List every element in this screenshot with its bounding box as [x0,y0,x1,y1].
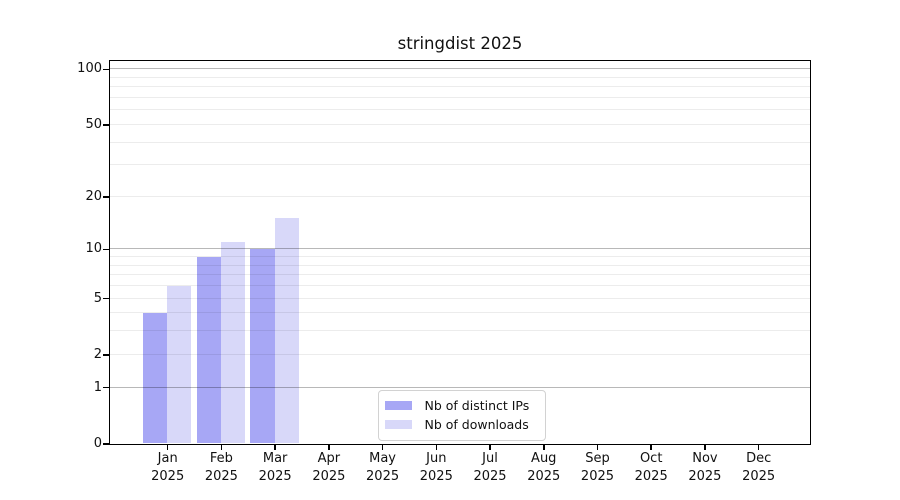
x-tick-mark [543,444,545,450]
y-tick-label: 5 [93,290,102,306]
x-tick-label: Apr 2025 [312,451,346,484]
bar-nb-of-downloads [167,285,192,444]
x-tick-label: Jun 2025 [419,451,453,484]
y-tick-label: 1 [93,379,102,395]
grid-line-major [109,68,810,70]
legend-label-distinct-ips: Nb of distinct IPs [424,398,530,414]
x-tick-label: Jan 2025 [151,451,185,484]
legend-item-distinct-ips: Nb of distinct IPs [384,397,540,416]
plot-area: Nb of distinct IPs Nb of downloads [108,59,811,445]
grid-line-minor [109,195,810,197]
grid-line-minor [109,123,810,125]
x-tick-mark [328,444,330,450]
grid-line-minor [109,312,810,314]
legend: Nb of distinct IPs Nb of downloads [377,389,546,441]
x-tick-mark [650,444,652,450]
x-tick-mark [704,444,706,450]
grid-line-major [109,248,810,250]
grid-line-minor [109,164,810,166]
x-tick-mark [274,444,276,450]
grid-line-minor [109,264,810,266]
y-tick-mark [103,386,109,389]
x-tick-label: Nov 2025 [688,451,722,484]
x-tick-mark [166,444,169,450]
grid-line-minor [109,353,810,355]
x-tick-mark [757,444,760,450]
y-tick-mark [103,297,109,300]
grid-line-minor [109,86,810,88]
x-tick-label: Oct 2025 [634,451,668,484]
y-tick-mark [103,68,109,71]
legend-label-downloads: Nb of downloads [424,416,529,432]
bar-nb-of-distinct-ips [196,256,221,444]
grid-line-minor [109,285,810,287]
grid-line-minor [109,141,810,143]
grid-line-minor [109,256,810,258]
grid-line-minor [109,274,810,276]
x-tick-label: Jul 2025 [473,451,507,484]
y-tick-label: 100 [77,61,102,77]
x-tick-mark [596,444,599,450]
y-tick-label: 0 [93,436,102,451]
x-tick-label: Aug 2025 [527,451,561,484]
bar-nb-of-distinct-ips [250,248,275,444]
x-tick-mark [489,444,491,450]
y-tick-label: 50 [85,116,102,132]
y-tick-label: 2 [93,346,102,362]
x-tick-label: May 2025 [366,451,400,484]
y-tick-label: 10 [85,241,102,257]
x-tick-mark [220,444,223,450]
grid-line-minor [109,330,810,332]
y-tick-label: 20 [85,188,102,204]
bar-nb-of-downloads [220,241,246,444]
x-tick-label: Sep 2025 [580,451,615,484]
grid-line-minor [109,109,810,111]
grid-line-major [109,386,810,388]
grid-line-minor [109,96,810,98]
x-tick-label: Feb 2025 [204,451,238,484]
y-tick-mark [103,196,109,198]
x-tick-mark [381,444,384,450]
legend-swatch-distinct-ips [384,401,412,411]
y-tick-mark [103,354,109,356]
y-tick-mark [103,443,109,445]
y-tick-mark [103,124,109,126]
chart-title: stringdist 2025 [397,34,523,53]
grid-line-minor [109,297,810,299]
bar-nb-of-downloads [274,218,299,444]
grid-line-minor [109,76,810,78]
y-tick-mark [103,248,109,251]
legend-item-downloads: Nb of downloads [384,415,540,434]
x-tick-label: Mar 2025 [258,451,292,484]
bar-nb-of-distinct-ips [142,312,168,444]
x-tick-label: Dec 2025 [742,451,776,484]
legend-swatch-downloads [384,419,412,429]
x-tick-mark [435,444,438,450]
